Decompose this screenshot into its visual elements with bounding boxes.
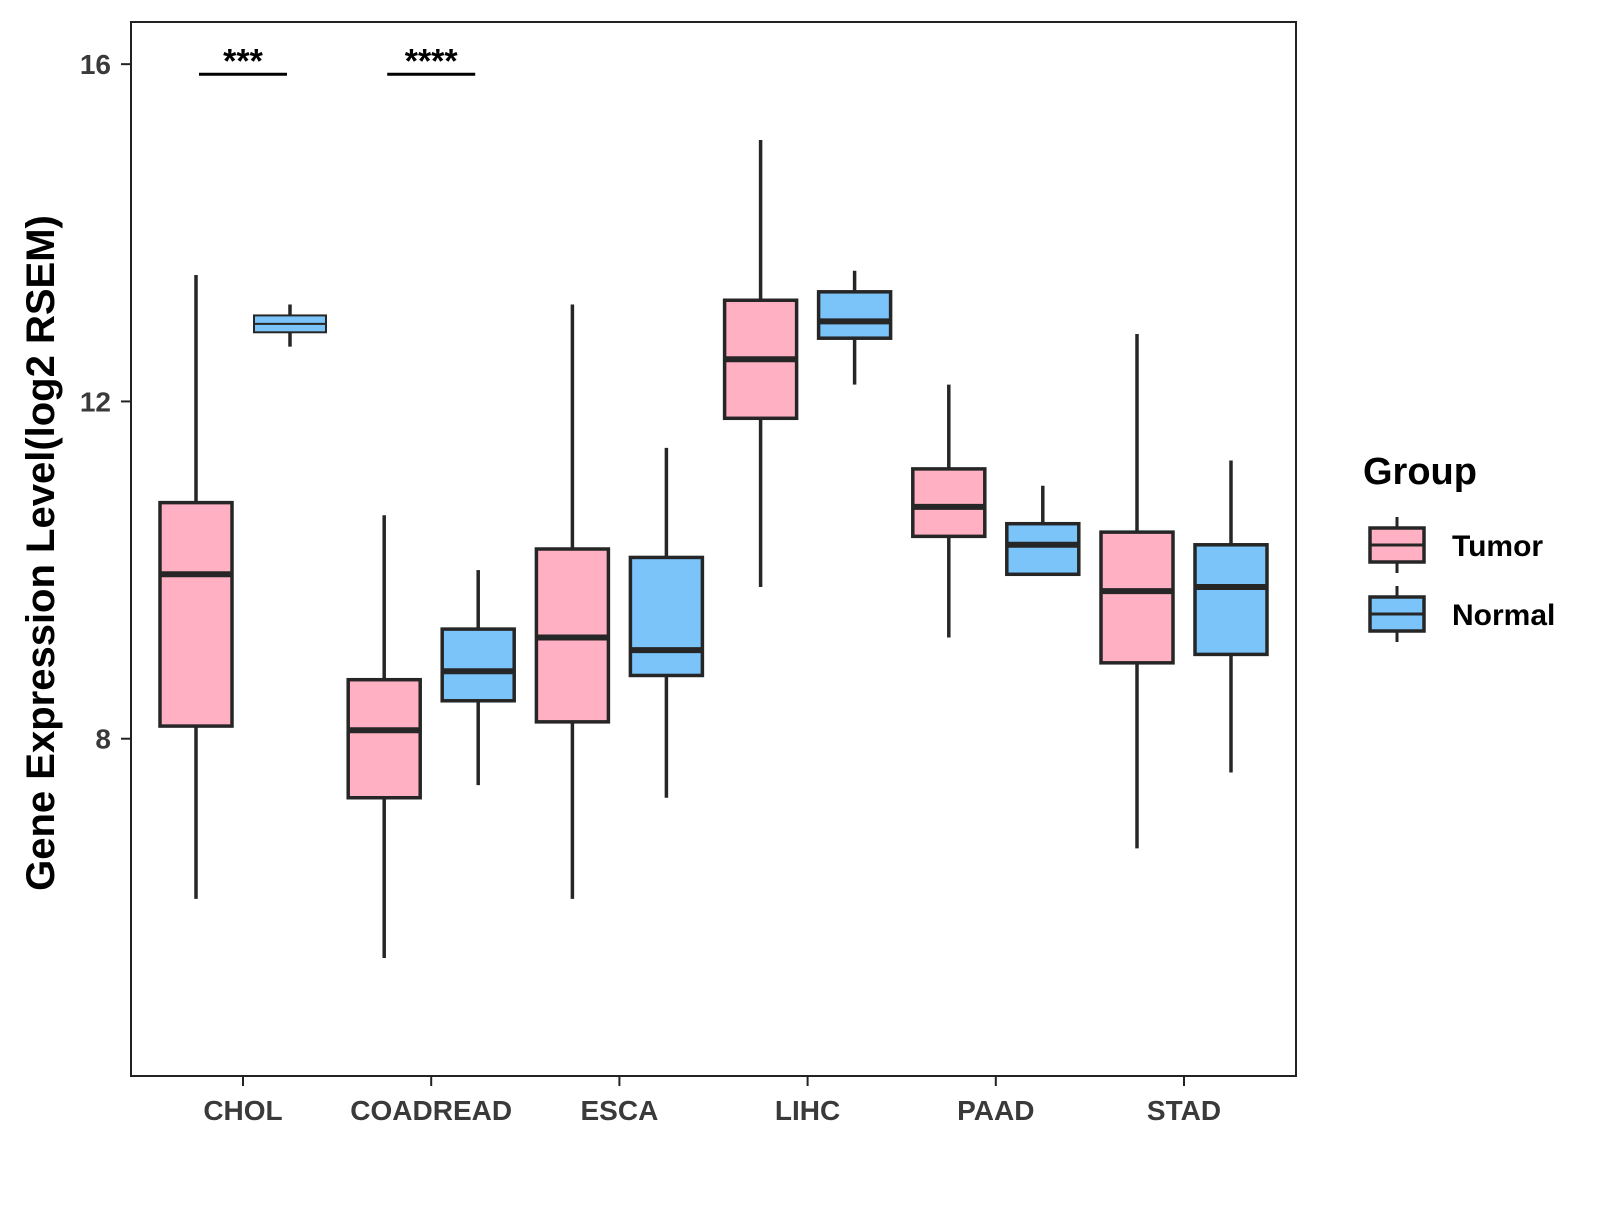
x-tick-label: PAAD bbox=[957, 1095, 1034, 1126]
box-tumor-paad bbox=[911, 384, 987, 638]
x-tick-label: STAD bbox=[1147, 1095, 1221, 1126]
box-normal-paad bbox=[1005, 485, 1081, 577]
legend-item-normal: Normal bbox=[1368, 586, 1555, 642]
box-normal-chol bbox=[253, 304, 327, 347]
significance-label: *** bbox=[223, 42, 263, 80]
box-iqr bbox=[158, 500, 234, 728]
legend-item-tumor: Tumor bbox=[1368, 517, 1543, 573]
box-iqr bbox=[911, 467, 987, 539]
significance-label: **** bbox=[405, 42, 459, 80]
box-normal-lihc bbox=[816, 270, 893, 385]
x-tick-label: LIHC bbox=[775, 1095, 840, 1126]
box-normal-stad bbox=[1193, 460, 1269, 773]
x-tick-label: COADREAD bbox=[350, 1095, 512, 1126]
y-tick-label: 12 bbox=[80, 386, 111, 417]
plot-panel-border bbox=[130, 21, 1297, 1077]
box-tumor-coadread bbox=[346, 515, 422, 958]
box-iqr bbox=[1193, 543, 1269, 657]
legend-label: Tumor bbox=[1452, 530, 1543, 563]
y-axis-title: Gene Expression Level(log2 RSEM) bbox=[19, 215, 63, 891]
box-iqr bbox=[1099, 530, 1175, 665]
box-series-layer bbox=[158, 140, 1269, 958]
box-tumor-chol bbox=[158, 274, 234, 899]
legend-label: Normal bbox=[1452, 599, 1555, 632]
box-tumor-lihc bbox=[722, 140, 799, 587]
axes-layer: 8 12 16 CHOL COADREAD ESCA LIHC PAAD STAD Gene Ex… bbox=[19, 49, 1221, 1126]
box-normal-coadread bbox=[440, 570, 516, 786]
box-normal-esca bbox=[628, 447, 705, 798]
box-tumor-esca bbox=[534, 304, 611, 899]
legend: Group Tumor Normal bbox=[1363, 451, 1555, 642]
box-tumor-stad bbox=[1099, 333, 1175, 849]
legend-title: Group bbox=[1363, 451, 1477, 493]
y-tick-label: 8 bbox=[95, 724, 111, 755]
box-iqr bbox=[1005, 521, 1081, 577]
y-tick-label: 16 bbox=[80, 49, 111, 80]
box-iqr bbox=[346, 677, 422, 800]
plot-area bbox=[130, 21, 1297, 1077]
x-tick-label: ESCA bbox=[581, 1095, 659, 1126]
box-iqr bbox=[440, 627, 516, 703]
x-tick-label: CHOL bbox=[203, 1095, 282, 1126]
significance-layer: *** **** bbox=[199, 42, 476, 80]
box-iqr bbox=[628, 555, 705, 678]
box-iqr bbox=[816, 290, 893, 340]
